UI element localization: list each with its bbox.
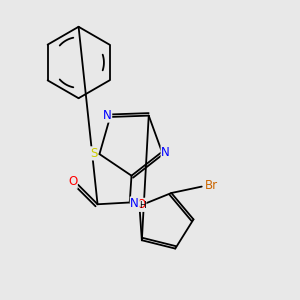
Text: N: N xyxy=(130,197,139,210)
Text: S: S xyxy=(90,147,98,160)
Text: O: O xyxy=(136,198,146,211)
Text: N: N xyxy=(161,146,170,159)
Text: N: N xyxy=(103,109,112,122)
Text: O: O xyxy=(68,175,77,188)
Text: Br: Br xyxy=(205,179,218,192)
Text: H: H xyxy=(139,201,146,210)
